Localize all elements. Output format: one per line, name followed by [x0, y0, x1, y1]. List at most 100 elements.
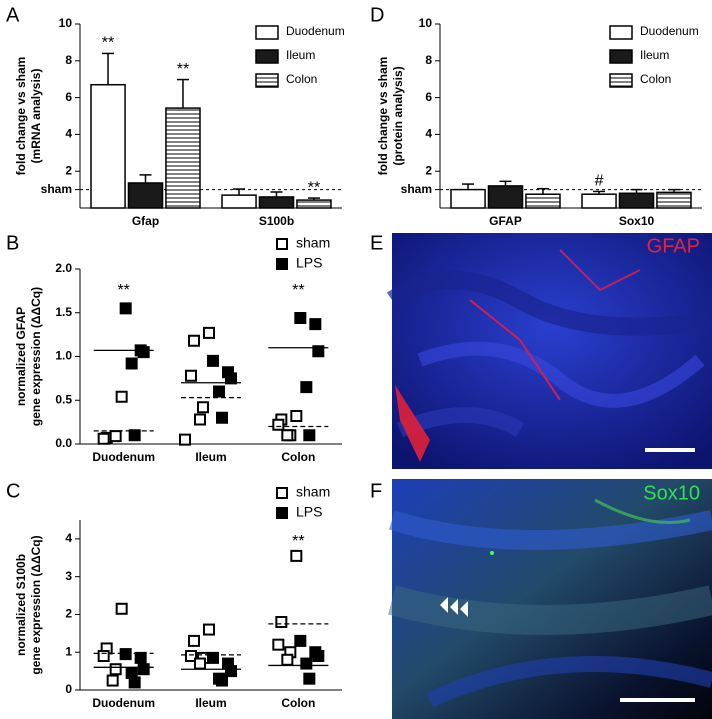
significance-label: **	[117, 282, 129, 299]
legend-label: Colon	[286, 72, 317, 86]
bar	[127, 182, 164, 209]
point	[109, 663, 122, 676]
y-tick-label: 1.0	[55, 349, 72, 363]
legend-label: Duodenum	[286, 24, 345, 38]
point	[213, 385, 225, 398]
x-tick-label: Sox10	[619, 214, 655, 228]
point	[290, 410, 303, 422]
bar	[581, 193, 617, 209]
y-tick-label: 8	[65, 53, 72, 67]
y-tick-label: 2.0	[55, 261, 72, 275]
y-axis-label: fold change vs sham	[14, 57, 28, 176]
point	[197, 401, 209, 414]
legend-marker	[276, 238, 288, 250]
point	[185, 650, 197, 662]
legend-label: Colon	[640, 72, 671, 86]
point	[97, 650, 110, 662]
significance-label: #	[595, 173, 604, 190]
point	[272, 418, 285, 431]
bar	[296, 199, 332, 209]
y-axis-label: gene expression (ΔΔCq)	[29, 287, 43, 426]
legend-label: LPS	[296, 504, 322, 520]
legend-marker	[276, 487, 288, 499]
point	[185, 369, 197, 382]
panel-letter: D	[370, 4, 384, 26]
point	[188, 634, 200, 647]
bar	[221, 194, 257, 209]
image-label: GFAP	[647, 235, 700, 257]
x-tick-label: GFAP	[489, 214, 522, 228]
significance-label: **	[102, 35, 114, 52]
legend-marker	[276, 258, 288, 270]
legend-swatch	[255, 25, 279, 40]
legend-swatch	[609, 49, 633, 64]
point	[128, 676, 141, 689]
significance-label: **	[292, 533, 304, 550]
panel-letter: B	[6, 232, 19, 254]
x-tick-label: Colon	[281, 696, 315, 710]
y-tick-label: 1	[65, 644, 72, 658]
point	[119, 648, 132, 661]
legend-swatch	[255, 73, 279, 88]
legend-label: sham	[296, 484, 330, 500]
point	[179, 433, 191, 446]
point	[275, 616, 288, 628]
point	[203, 326, 215, 339]
legend-marker	[276, 507, 288, 519]
point	[203, 623, 215, 636]
y-tick-label: 3	[65, 569, 72, 583]
point	[303, 672, 316, 685]
point	[225, 372, 237, 385]
point	[97, 432, 110, 445]
point	[281, 429, 294, 442]
x-tick-label: Duodenum	[92, 450, 155, 464]
point	[125, 357, 138, 370]
x-tick-label: Colon	[281, 450, 315, 464]
legend-swatch	[255, 49, 279, 64]
bar	[165, 107, 201, 209]
point	[119, 302, 132, 315]
y-tick-label: sham	[41, 182, 72, 196]
bar	[618, 192, 655, 209]
y-axis-label: (protein analysis)	[391, 66, 405, 165]
y-tick-label: sham	[401, 182, 432, 196]
point	[294, 634, 307, 647]
point	[309, 318, 322, 331]
point	[300, 657, 313, 670]
y-tick-label: 2	[425, 163, 432, 177]
y-tick-label: 6	[65, 90, 72, 104]
bar	[90, 83, 126, 209]
point	[225, 665, 237, 678]
y-tick-label: 2	[65, 607, 72, 621]
point	[300, 381, 313, 394]
significance-label: **	[308, 179, 320, 196]
point	[137, 346, 150, 359]
point	[207, 651, 219, 664]
y-tick-label: 0.5	[55, 392, 72, 406]
point	[216, 411, 228, 424]
panel-letter: C	[6, 480, 20, 502]
y-axis-label: fold change vs sham	[376, 57, 390, 176]
point	[115, 390, 128, 403]
point	[194, 657, 206, 670]
legend-swatch	[609, 25, 633, 40]
point	[188, 334, 200, 347]
y-tick-label: 4	[65, 127, 72, 141]
point	[272, 638, 285, 651]
bar	[450, 188, 486, 209]
y-tick-label: 1.5	[55, 305, 72, 319]
legend-label: sham	[296, 235, 330, 251]
point	[290, 549, 303, 562]
point	[216, 674, 228, 687]
panel-letter: F	[370, 480, 382, 502]
point	[109, 430, 122, 443]
point	[115, 602, 128, 615]
y-tick-label: 8	[425, 53, 432, 67]
image-panel-f	[388, 479, 712, 719]
point	[312, 345, 325, 358]
significance-label: **	[177, 61, 189, 78]
y-tick-label: 10	[59, 16, 73, 30]
y-tick-label: 0	[65, 682, 72, 696]
y-axis-label: gene expression (ΔΔCq)	[29, 535, 43, 674]
